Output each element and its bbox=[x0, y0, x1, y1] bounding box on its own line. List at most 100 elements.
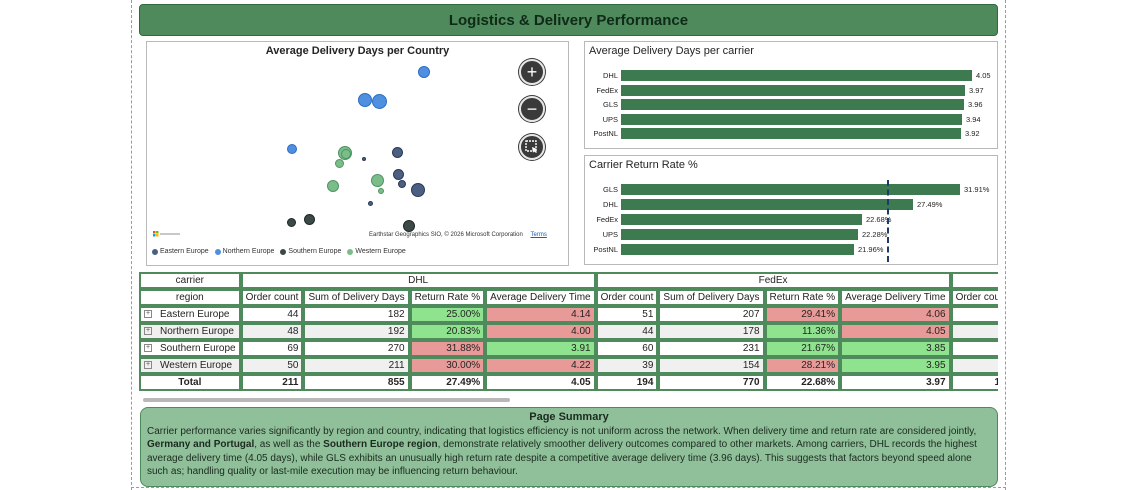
legend-item[interactable]: Northern Europe bbox=[214, 248, 274, 255]
matrix-cell: 192 bbox=[303, 323, 410, 340]
bar-row[interactable]: DHL 27.49% bbox=[585, 199, 997, 210]
bar[interactable] bbox=[621, 229, 858, 240]
bar[interactable] bbox=[621, 113, 962, 125]
bar-row[interactable]: PostNL 21.96% bbox=[585, 244, 997, 255]
map-bubble[interactable] bbox=[362, 157, 366, 161]
map-bubble[interactable] bbox=[341, 149, 351, 159]
carrier-return-chart[interactable]: Carrier Return Rate % GLS 31.91% DHL 27.49%… bbox=[584, 155, 998, 265]
map-bubble[interactable] bbox=[393, 169, 404, 180]
expand-icon[interactable]: + bbox=[144, 310, 152, 319]
bar[interactable] bbox=[621, 214, 862, 225]
matrix-row[interactable]: + Northern Europe 48 192 20.83% 4.00 44 178 11.3… bbox=[139, 323, 998, 340]
matrix-cell: 31.88% bbox=[409, 340, 486, 357]
legend-item[interactable]: Eastern Europe bbox=[152, 248, 209, 255]
map-bubble[interactable] bbox=[368, 201, 373, 206]
map-bubble[interactable] bbox=[392, 147, 403, 158]
bar[interactable] bbox=[621, 84, 965, 96]
expand-icon[interactable]: + bbox=[144, 361, 152, 370]
matrix-total-cell: 855 bbox=[303, 374, 410, 391]
map-terms-link[interactable]: Terms bbox=[530, 232, 547, 238]
matrix-cell: 39 bbox=[595, 357, 659, 374]
legend-item[interactable]: Western Europe bbox=[347, 248, 406, 255]
bar[interactable] bbox=[621, 199, 913, 210]
zoom-in-button[interactable]: + bbox=[519, 59, 545, 85]
bar-row[interactable]: GLS 31.91% bbox=[585, 184, 997, 195]
carrier-return-chart-title: Carrier Return Rate % bbox=[589, 159, 698, 171]
map-bubble[interactable] bbox=[287, 218, 296, 227]
matrix-total-label: Total bbox=[139, 374, 241, 391]
zoom-out-button[interactable]: − bbox=[519, 96, 545, 122]
matrix-carrier-header[interactable]: DHL bbox=[240, 272, 596, 289]
matrix-cell: 4 bbox=[950, 306, 998, 323]
expand-icon[interactable]: + bbox=[144, 327, 152, 336]
summary-text-part: Carrier performance varies significantly… bbox=[147, 426, 977, 437]
matrix-measure-header[interactable]: Return Rate % bbox=[764, 289, 841, 306]
matrix-total-cell: 194 bbox=[595, 374, 659, 391]
matrix-measure-header[interactable]: Average Delivery Time bbox=[485, 289, 596, 306]
map-bubble[interactable] bbox=[327, 180, 339, 192]
map-canvas[interactable]: + − Earthstar Geographics SIO, © 2026 Mi… bbox=[147, 42, 570, 267]
matrix-measure-header[interactable]: Sum of Delivery Days bbox=[303, 289, 410, 306]
carrier-days-chart[interactable]: Average Delivery Days per carrier DHL 4.0… bbox=[584, 41, 998, 149]
matrix-measure-header[interactable]: Order coun bbox=[950, 289, 998, 306]
map-select-button[interactable] bbox=[519, 134, 545, 160]
matrix-row[interactable]: + Western Europe 50 211 30.00% 4.22 39 154 28.21… bbox=[139, 357, 998, 374]
matrix-total-cell: 18 bbox=[950, 374, 998, 391]
legend-swatch bbox=[152, 248, 158, 255]
bar-category-label: DHL bbox=[602, 200, 618, 209]
map-bubble[interactable] bbox=[304, 214, 315, 225]
map-visual[interactable]: Average Delivery Days per Country + − bbox=[146, 41, 569, 266]
matrix-row-header[interactable]: + Eastern Europe bbox=[139, 306, 241, 323]
matrix-cell: 50 bbox=[240, 357, 304, 374]
bar[interactable] bbox=[621, 99, 964, 110]
carrier-region-matrix[interactable]: carrier DHL FedEx region Order count Sum … bbox=[139, 272, 998, 401]
bar-row[interactable]: GLS 3.96 bbox=[585, 99, 997, 110]
bar[interactable] bbox=[621, 184, 960, 195]
matrix-horizontal-scrollbar[interactable] bbox=[143, 398, 510, 402]
bar-row[interactable]: DHL 4.05 bbox=[585, 70, 997, 81]
bar[interactable] bbox=[621, 244, 854, 255]
expand-icon[interactable]: + bbox=[144, 344, 152, 353]
matrix-measure-header[interactable]: Order count bbox=[240, 289, 304, 306]
matrix-measure-header[interactable]: Order count bbox=[595, 289, 659, 306]
matrix-measure-header[interactable]: Average Delivery Time bbox=[840, 289, 951, 306]
matrix-cell: 3.95 bbox=[840, 357, 951, 374]
summary-text-part: , as well as the bbox=[254, 439, 324, 451]
bar[interactable] bbox=[621, 128, 961, 139]
map-bubble[interactable] bbox=[287, 144, 297, 154]
map-bubble[interactable] bbox=[411, 183, 425, 197]
matrix-row[interactable]: + Southern Europe 69 270 31.88% 3.91 60 231 21.6… bbox=[139, 340, 998, 357]
matrix-cell: 48 bbox=[240, 323, 304, 340]
matrix-carrier-header[interactable]: FedEx bbox=[595, 272, 951, 289]
bar-row[interactable]: UPS 3.94 bbox=[585, 113, 997, 125]
map-bubble[interactable] bbox=[358, 93, 372, 107]
matrix-row-label: Southern Europe bbox=[160, 343, 236, 354]
bar[interactable] bbox=[621, 70, 972, 81]
matrix-row-header[interactable]: + Southern Europe bbox=[139, 340, 241, 357]
map-bubble[interactable] bbox=[398, 180, 406, 188]
bar-row[interactable]: PostNL 3.92 bbox=[585, 128, 997, 139]
page-title-banner: Logistics & Delivery Performance bbox=[139, 4, 998, 36]
map-bubble[interactable] bbox=[418, 66, 430, 78]
bar-category-label: GLS bbox=[602, 100, 618, 109]
map-bubble[interactable] bbox=[378, 188, 384, 194]
bar-value-label: 3.92 bbox=[965, 129, 980, 138]
bar-row[interactable]: FedEx 3.97 bbox=[585, 84, 997, 96]
matrix-row[interactable]: + Eastern Europe 44 182 25.00% 4.14 51 207 29.41… bbox=[139, 306, 998, 323]
matrix-cell: 51 bbox=[595, 306, 659, 323]
map-bubble[interactable] bbox=[335, 159, 344, 168]
bar-row[interactable]: FedEx 22.68% bbox=[585, 214, 997, 225]
matrix-cell: 231 bbox=[658, 340, 765, 357]
map-bubble[interactable] bbox=[372, 94, 387, 109]
map-bubble[interactable] bbox=[371, 174, 384, 187]
matrix-row-header[interactable]: + Northern Europe bbox=[139, 323, 241, 340]
matrix-cell: 207 bbox=[658, 306, 765, 323]
legend-item[interactable]: Southern Europe bbox=[280, 248, 341, 255]
matrix-measure-header[interactable]: Return Rate % bbox=[409, 289, 486, 306]
bar-row[interactable]: UPS 22.28% bbox=[585, 229, 997, 240]
page-summary: Page Summary Carrier performance varies … bbox=[140, 407, 998, 487]
matrix-measure-header[interactable]: Sum of Delivery Days bbox=[658, 289, 765, 306]
report-canvas-bottom-edge bbox=[131, 487, 1006, 488]
matrix-row-header[interactable]: + Western Europe bbox=[139, 357, 241, 374]
map-bubble[interactable] bbox=[403, 220, 415, 232]
